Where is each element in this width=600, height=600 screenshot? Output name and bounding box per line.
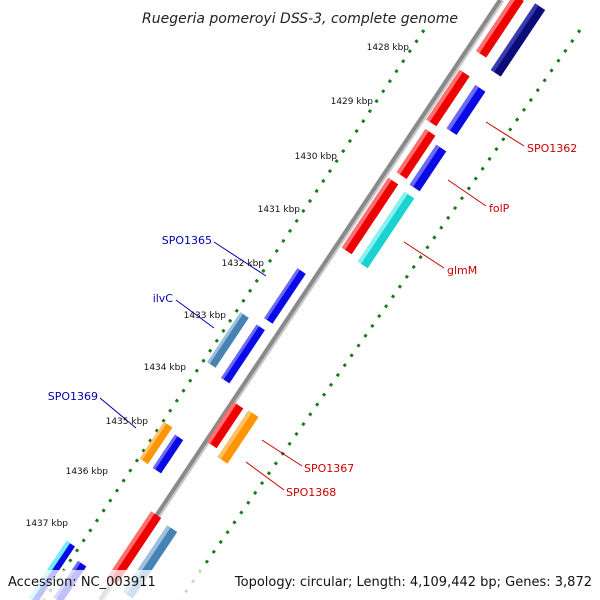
gene-spo1362-block[interactable] [446, 85, 486, 135]
page-title: Ruegeria pomeroyi DSS-3, complete genome [142, 11, 458, 27]
gene-reverse-top-red-block[interactable] [476, 0, 524, 58]
gene-reverse-1437-red-block[interactable] [106, 511, 162, 585]
outer-tick-track [178, 29, 582, 600]
gene-reverse-1429-red-block[interactable] [426, 69, 470, 127]
gene-label-spo1369[interactable]: SPO1369 [48, 390, 98, 403]
tick-label-1433: 1433 kbp [184, 311, 227, 321]
gene-spo1367-block[interactable] [206, 401, 244, 449]
gene-spo1369-block[interactable] [139, 421, 173, 465]
gene-spo1368-block[interactable] [217, 410, 259, 464]
gene-reverse-top-navy-block[interactable] [490, 3, 546, 77]
ilvc-leader [175, 299, 215, 329]
gene-label-spo1362[interactable]: SPO1362 [527, 142, 577, 155]
backbone [98, 0, 502, 600]
gene-ilvc-block[interactable] [207, 312, 249, 368]
gene-label-spo1365[interactable]: SPO1365 [162, 234, 212, 247]
gene-reverse-1430-red-block[interactable] [396, 129, 436, 179]
gene-label-spo1367[interactable]: SPO1367 [304, 462, 354, 475]
tick-label-1434: 1434 kbp [144, 363, 187, 373]
spo1369-leader [99, 397, 137, 429]
tick-label-1429: 1429 kbp [331, 97, 374, 107]
gene-spo1365-block[interactable] [264, 268, 306, 324]
spo1368-leader [245, 461, 285, 491]
gene-label-glmm[interactable]: glmM [447, 264, 477, 277]
spo1365-leader [213, 241, 267, 277]
gene-glmm-block[interactable] [357, 191, 415, 269]
tick-label-1431: 1431 kbp [258, 205, 301, 215]
gene-folp-block[interactable] [409, 144, 447, 192]
tick-label-1437: 1437 kbp [26, 519, 69, 529]
tick-label-1435: 1435 kbp [106, 417, 149, 427]
spo1362-leader [485, 121, 525, 147]
tick-label-1428: 1428 kbp [367, 43, 410, 53]
genome-stats-text: Topology: circular; Length: 4,109,442 bp… [234, 575, 592, 590]
tick-label-1436: 1436 kbp [66, 467, 109, 477]
spo1367-leader [261, 439, 303, 467]
tick-label-1432: 1432 kbp [222, 259, 265, 269]
inner-tick-track [42, 29, 426, 600]
gene-label-spo1368[interactable]: SPO1368 [286, 486, 336, 499]
accession-text: Accession: NC_003911 [8, 575, 156, 590]
gene-label-folp[interactable]: folP [489, 202, 510, 215]
gene-forward-1434-block[interactable] [221, 324, 265, 384]
footer-background [0, 570, 600, 600]
gene-forward-1435-block[interactable] [152, 434, 184, 474]
tick-label-1430: 1430 kbp [295, 152, 338, 162]
gene-label-ilvc[interactable]: ilvC [153, 292, 174, 305]
folp-leader [447, 179, 487, 207]
glmm-leader [403, 241, 445, 269]
gene-reverse-1431-red-block[interactable] [341, 177, 399, 255]
